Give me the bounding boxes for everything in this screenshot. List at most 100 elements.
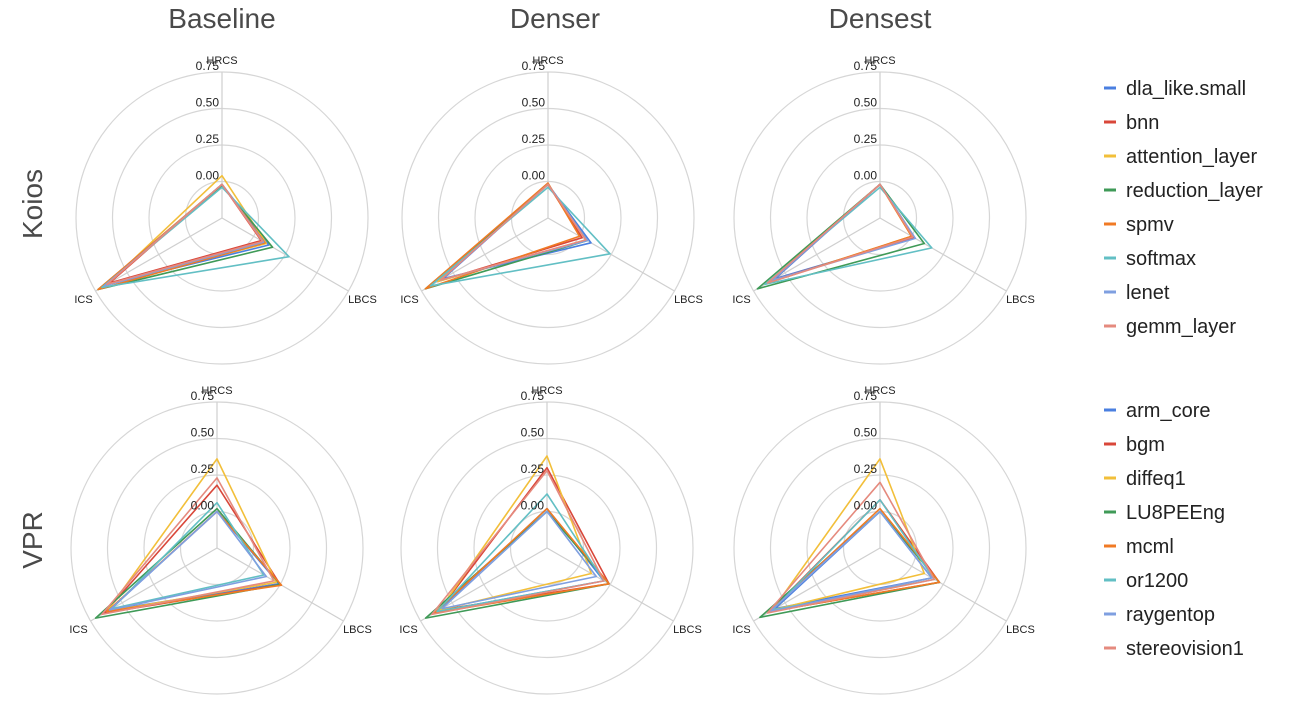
row-title-koios: Koios bbox=[17, 169, 48, 239]
tick-label: 0.75 bbox=[191, 389, 215, 403]
legend-swatch bbox=[1104, 188, 1116, 192]
legend-label: reduction_layer bbox=[1126, 180, 1263, 202]
legend-item-lu8peeng: LU8PEEng bbox=[1104, 502, 1225, 524]
axis-label-ics: ICS bbox=[732, 294, 750, 306]
tick-label: 0.00 bbox=[854, 169, 878, 183]
axis-label-hrcs: HRCS bbox=[531, 385, 562, 397]
legend-item-softmax: softmax bbox=[1104, 248, 1196, 270]
radar-panels: 0.000.250.500.75HRCSLBCSICS0.000.250.500… bbox=[69, 55, 1035, 695]
axis-label-lbcs: LBCS bbox=[343, 624, 372, 636]
legend-item-arm-core: arm_core bbox=[1104, 400, 1210, 422]
tick-label: 0.50 bbox=[191, 426, 215, 440]
tick-label: 0.75 bbox=[522, 59, 546, 73]
series-raygentop bbox=[108, 510, 268, 611]
axis-label-lbcs: LBCS bbox=[673, 624, 702, 636]
series-gemm-layer bbox=[439, 183, 587, 281]
series-raygentop bbox=[441, 510, 598, 610]
axis-label-ics: ICS bbox=[74, 294, 92, 306]
legend-item-reduction-layer: reduction_layer bbox=[1104, 180, 1263, 202]
legend-label: lenet bbox=[1126, 282, 1170, 304]
legend-swatch bbox=[1104, 154, 1116, 158]
legend-item-attention-layer: attention_layer bbox=[1104, 146, 1258, 168]
tick-label: 0.25 bbox=[191, 462, 215, 476]
legend-swatch bbox=[1104, 442, 1116, 446]
tick-label: 0.00 bbox=[191, 499, 215, 513]
tick-label: 0.25 bbox=[521, 462, 545, 476]
row-titles: Koios VPR bbox=[17, 169, 48, 569]
series-mcml bbox=[769, 507, 941, 613]
tick-label: 0.00 bbox=[521, 499, 545, 513]
column-title-baseline: Baseline bbox=[168, 3, 275, 34]
series-reduction-layer bbox=[756, 183, 926, 290]
tick-label: 0.25 bbox=[196, 132, 220, 146]
legend-item-bgm: bgm bbox=[1104, 434, 1165, 456]
legend-item-lenet: lenet bbox=[1104, 282, 1170, 304]
legend-label: bnn bbox=[1126, 112, 1159, 134]
legend-item-gemm-layer: gemm_layer bbox=[1104, 316, 1236, 338]
column-title-densest: Densest bbox=[829, 3, 932, 34]
tick-label: 0.50 bbox=[196, 96, 220, 110]
tick-label: 0.75 bbox=[854, 389, 878, 403]
legend-label: diffeq1 bbox=[1126, 468, 1186, 490]
legend-label: LU8PEEng bbox=[1126, 502, 1225, 524]
legend-label: dla_like.small bbox=[1126, 78, 1246, 100]
legend-swatch bbox=[1104, 256, 1116, 260]
legend-label: gemm_layer bbox=[1126, 316, 1236, 338]
legend-item-stereovision1: stereovision1 bbox=[1104, 638, 1244, 660]
axis-label-hrcs: HRCS bbox=[206, 55, 237, 67]
tick-label: 0.75 bbox=[854, 59, 878, 73]
tick-label: 0.25 bbox=[522, 132, 546, 146]
tick-label: 0.25 bbox=[854, 462, 878, 476]
axis-spoke-lbcs bbox=[879, 217, 1007, 292]
series-dla-like-small bbox=[104, 183, 270, 286]
legend-label: or1200 bbox=[1126, 570, 1188, 592]
legend-swatch bbox=[1104, 476, 1116, 480]
legend-item-bnn: bnn bbox=[1104, 112, 1159, 134]
tick-label: 0.25 bbox=[854, 132, 878, 146]
axis-label-lbcs: LBCS bbox=[348, 294, 377, 306]
legend-label: arm_core bbox=[1126, 400, 1210, 422]
axis-label-lbcs: LBCS bbox=[1006, 294, 1035, 306]
legend-item-or1200: or1200 bbox=[1104, 570, 1188, 592]
row-title-vpr: VPR bbox=[17, 511, 48, 569]
series-diffeq1 bbox=[771, 458, 926, 611]
legend-swatch bbox=[1104, 612, 1116, 616]
legend-swatch bbox=[1104, 510, 1116, 514]
series-stereovision1 bbox=[431, 469, 605, 616]
legend-swatch bbox=[1104, 290, 1116, 294]
tick-label: 0.75 bbox=[521, 389, 545, 403]
tick-label: 0.50 bbox=[522, 96, 546, 110]
legend-swatch bbox=[1104, 408, 1116, 412]
legend-label: bgm bbox=[1126, 434, 1165, 456]
legend-swatch bbox=[1104, 324, 1116, 328]
axis-spoke-lbcs bbox=[547, 217, 675, 292]
axis-label-hrcs: HRCS bbox=[864, 385, 895, 397]
series-mcml bbox=[433, 507, 610, 614]
tick-label: 0.00 bbox=[196, 169, 220, 183]
series-gemm-layer bbox=[766, 183, 914, 284]
legend-item-raygentop: raygentop bbox=[1104, 604, 1215, 626]
axis-label-lbcs: LBCS bbox=[1006, 624, 1035, 636]
axis-spoke-lbcs bbox=[879, 547, 1007, 622]
axis-label-lbcs: LBCS bbox=[674, 294, 703, 306]
column-titles: Baseline Denser Densest bbox=[168, 3, 931, 34]
axis-label-hrcs: HRCS bbox=[532, 55, 563, 67]
legend-swatch bbox=[1104, 544, 1116, 548]
legend-item-dla-like-small: dla_like.small bbox=[1104, 78, 1246, 100]
legend-swatch bbox=[1104, 646, 1116, 650]
tick-label: 0.75 bbox=[196, 59, 220, 73]
axis-label-ics: ICS bbox=[400, 294, 418, 306]
series-bnn bbox=[437, 183, 583, 283]
legend-label: softmax bbox=[1126, 248, 1196, 270]
legend-item-mcml: mcml bbox=[1104, 536, 1174, 558]
tick-label: 0.50 bbox=[854, 96, 878, 110]
legend-label: mcml bbox=[1126, 536, 1174, 558]
